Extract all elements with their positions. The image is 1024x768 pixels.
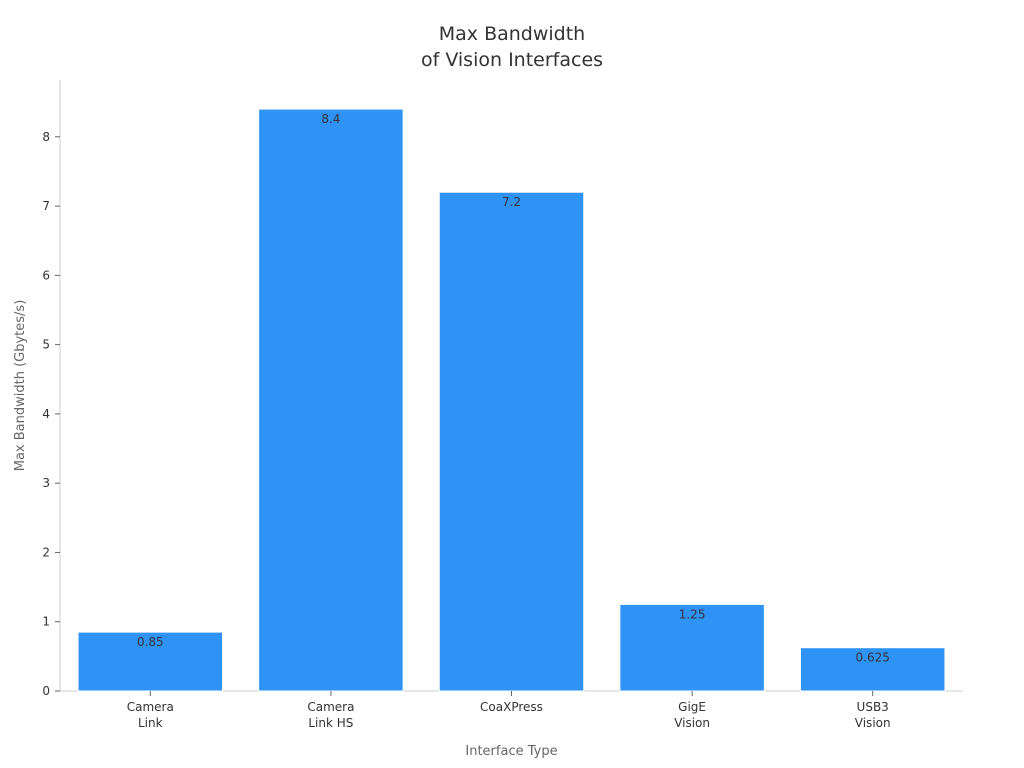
y-tick-label: 4 [42,407,50,421]
data-labels: 0.85 8.4 7.2 1.25 0.625 [137,112,890,665]
y-tick-label: 8 [42,130,50,144]
bar-1 [258,108,404,692]
bar-3 [619,603,765,692]
y-tick-label: 2 [42,545,50,559]
data-label-2: 7.2 [502,195,521,209]
y-axis-title: Max Bandwidth (Gbytes/s) [13,300,28,472]
y-tick-label: 7 [42,199,50,213]
bar-4 [799,647,946,692]
data-label-3: 1.25 [679,607,706,621]
x-tick-label-3-0: GigE [678,700,706,714]
chart-title: Max Bandwidth of Vision Interfaces [421,23,603,71]
data-label-4: 0.625 [856,651,890,665]
y-tick-label: 5 [42,338,50,352]
y-axis-ticks: 0 1 2 3 4 5 6 7 8 [42,130,60,698]
chart-title-line-2: of Vision Interfaces [421,49,603,71]
x-tick-label-1-1: Link HS [308,716,353,730]
x-tick-label-0-1: Link [138,716,163,730]
x-axis-title: Interface Type [465,744,557,759]
y-tick-label: 1 [42,615,50,629]
x-tick-label-3-1: Vision [674,716,710,730]
bar-0 [77,631,224,692]
x-tick-label-2-0: CoaXPress [480,700,543,714]
y-tick-label: 0 [42,684,50,698]
x-axis-ticks: Camera Link Camera Link HS CoaXPress GigE Visi… [127,691,891,730]
data-label-0: 0.85 [137,635,164,649]
x-tick-label-1-0: Camera [307,700,354,714]
chart-title-line-1: Max Bandwidth [439,23,585,45]
bar-2 [438,191,585,692]
x-tick-label-4-0: USB3 [857,700,889,714]
y-tick-label: 6 [42,268,50,282]
bars [77,108,946,692]
x-tick-label-0-0: Camera [127,700,174,714]
plot-area: 0 1 2 3 4 5 6 7 8 0.85 8.4 7.2 1.25 0.625 Camera Link… [42,80,963,730]
x-tick-label-4-1: Vision [855,716,891,730]
y-tick-label: 3 [42,476,50,490]
data-label-1: 8.4 [321,112,340,126]
